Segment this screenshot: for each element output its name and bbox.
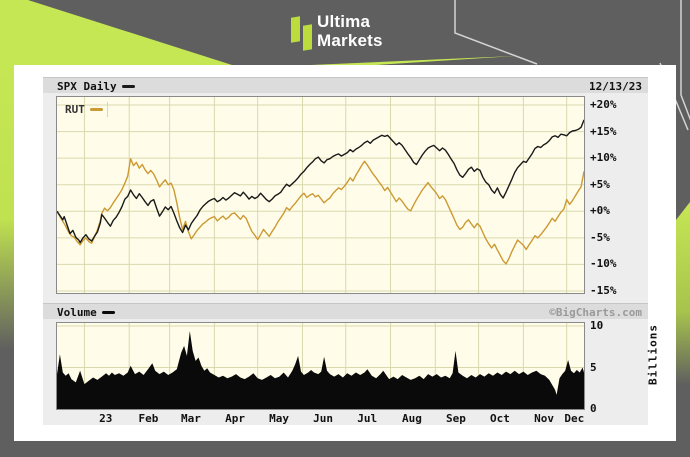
y-tick-20: +20% [590, 98, 617, 111]
volume-chart-header: Volume ©BigCharts.com [43, 303, 648, 319]
vol-tick-10: 10 [590, 319, 604, 332]
lime-wedge-right-edge [676, 202, 690, 385]
main-plot-svg [57, 97, 584, 293]
brand-line1: Ultima [317, 12, 371, 31]
ultima-markets-logo: Ultima Markets [289, 12, 383, 55]
y-tick--15: -15% [590, 284, 617, 297]
lime-strip-left-edge [0, 60, 14, 350]
brand-line2: Markets [317, 31, 383, 50]
chart-card: SPX Daily 12/13/23 RUT +20% +15% +10% +5% +0… [14, 65, 676, 441]
x-tick-Apr: Apr [225, 412, 245, 425]
main-plot-area [56, 96, 585, 294]
ultima-markets-logo-icon [289, 15, 317, 55]
chart-date: 12/13/23 [589, 80, 642, 93]
bigcharts-watermark: ©BigCharts.com [549, 306, 642, 319]
logo-bar-right [303, 24, 312, 51]
x-tick-Jun: Jun [313, 412, 334, 425]
volume-title-text: Volume [57, 306, 97, 319]
rut-legend-label: RUT [65, 103, 85, 116]
x-tick-Sep: Sep [446, 412, 466, 425]
rut-legend: RUT [61, 102, 108, 117]
y-tick--10: -10% [590, 257, 617, 271]
x-tick-Mar: Mar [181, 412, 201, 425]
main-chart-header: SPX Daily 12/13/23 [43, 77, 648, 93]
x-tick-Feb: Feb [138, 412, 159, 425]
volume-chart-title: Volume [57, 306, 115, 319]
y-tick-15: +15% [590, 124, 617, 138]
logo-bar-left [291, 16, 300, 43]
volume-unit-label: Billions [646, 324, 660, 385]
volume-swatch [101, 311, 115, 314]
x-tick-23: 23 [99, 412, 113, 425]
x-tick-Nov: Nov [534, 412, 554, 425]
spx-line-swatch [121, 85, 135, 88]
y-tick-0: +0% [590, 204, 610, 218]
rut-line-swatch [89, 108, 103, 111]
brand-name: Ultima Markets [317, 12, 383, 50]
vol-tick-0: 0 [590, 402, 597, 415]
volume-plot-svg [57, 323, 584, 409]
x-tick-Oct: Oct [490, 412, 510, 425]
y-tick--5: -5% [590, 230, 610, 244]
volume-plot-area [56, 322, 585, 410]
x-tick-Dec: Dec [564, 412, 585, 425]
x-tick-Aug: Aug [401, 412, 422, 425]
y-tick-10: +10% [590, 151, 617, 165]
vol-tick-5: 5 [590, 360, 597, 374]
y-tick-5: +5% [590, 177, 610, 191]
main-chart-title-text: SPX Daily [57, 80, 117, 93]
lime-wedge-top-left [0, 0, 232, 65]
main-chart-title: SPX Daily [57, 80, 135, 93]
x-tick-Jul: Jul [357, 412, 378, 425]
x-tick-May: May [269, 412, 289, 425]
